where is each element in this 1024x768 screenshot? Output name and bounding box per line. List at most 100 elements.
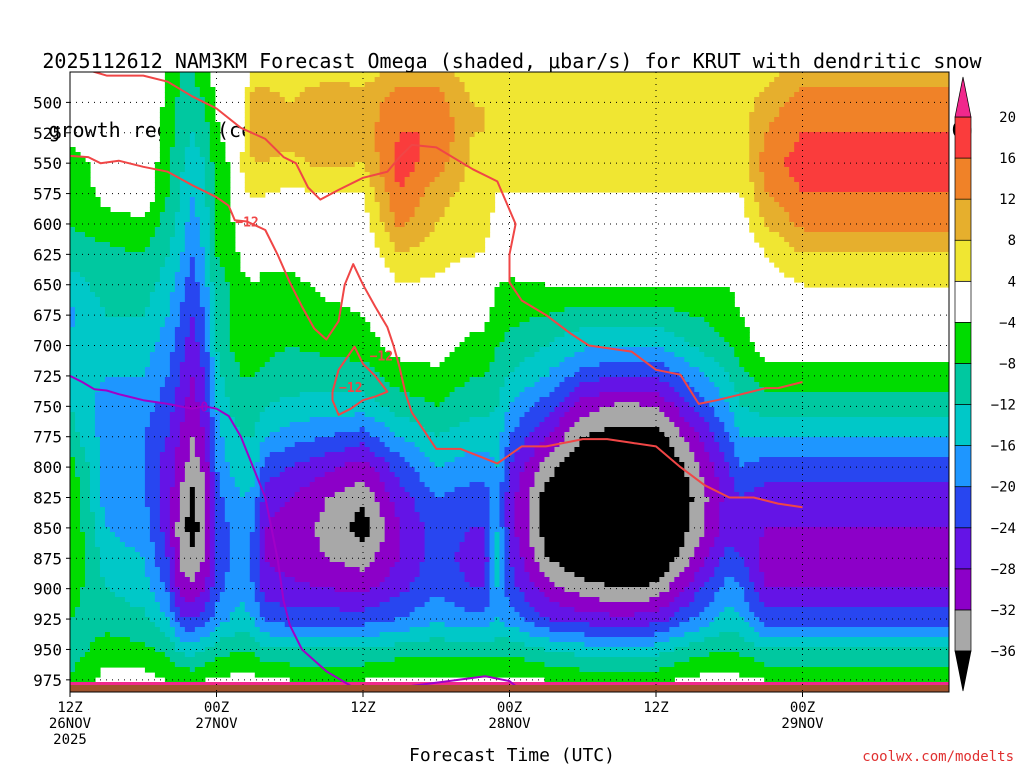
omega-cell [739,632,760,638]
omega-cell [464,577,486,583]
omega-cell [229,332,376,338]
omega-cell [229,557,251,563]
omega-cell [429,597,446,603]
omega-cell [179,622,206,628]
omega-cell [324,507,361,513]
omega-cell [169,252,181,258]
omega-cell [149,587,166,593]
omega-cell [534,622,591,628]
contour-line [70,154,803,509]
omega-cell [179,432,206,438]
omega-cell [419,517,491,523]
omega-cell [279,397,376,403]
omega-cell [799,132,949,138]
omega-cell [204,442,211,448]
omega-cell [514,512,531,518]
omega-cell [179,317,191,323]
omega-cell [209,512,216,518]
omega-cell [204,322,211,328]
omega-cell [199,217,211,223]
omega-cell [494,577,501,583]
colorbar-label: −28 [991,562,1016,578]
omega-cell [389,202,421,208]
omega-cell [579,437,670,443]
omega-cell [369,522,386,528]
omega-cell [214,187,231,193]
omega-cell [489,412,506,418]
omega-cell [454,192,496,198]
omega-cell [714,412,735,418]
omega-cell [169,357,186,363]
omega-cell [579,397,665,403]
omega-cell [204,432,211,438]
omega-cell [79,657,171,663]
omega-cell [754,627,949,633]
omega-cell [514,502,531,508]
omega-cell [184,627,196,633]
omega-cell [209,552,216,558]
omega-cell [504,517,516,523]
omega-cell [384,577,416,583]
omega-cell [429,457,456,463]
omega-cell [164,447,176,453]
y-tick-label: 975 [33,671,62,690]
omega-cell [214,527,231,533]
omega-cell [209,392,216,398]
omega-cell [209,357,216,363]
omega-cell [194,197,206,203]
omega-cell [699,462,715,468]
omega-cell [519,472,536,478]
omega-cell [179,567,201,573]
omega-cell [129,602,161,608]
omega-cell [474,132,750,138]
omega-cell [554,467,685,473]
omega-cell [214,387,226,393]
omega-cell [70,322,76,328]
omega-cell [214,337,231,343]
colorbar-swatch [954,609,972,652]
omega-cell [519,422,541,428]
omega-cell [324,472,381,478]
omega-cell [214,512,226,518]
omega-cell [469,162,750,168]
omega-cell [384,182,401,188]
omega-cell [159,572,171,578]
omega-cell [374,142,396,148]
omega-cell [504,572,516,578]
omega-cell [444,357,496,363]
omega-cell [199,467,211,473]
omega-cell [174,402,186,408]
omega-cell [204,317,211,323]
omega-cell [744,557,760,563]
omega-cell [174,117,206,123]
omega-cell [499,507,506,513]
omega-cell [229,402,271,408]
omega-cell [104,377,166,383]
omega-cell [254,512,261,518]
omega-cell [94,537,121,543]
omega-cell [244,142,251,148]
omega-cell [94,412,151,418]
omega-cell [159,507,171,513]
omega-cell [454,117,486,123]
omega-cell [159,112,176,118]
omega-cell [79,522,96,528]
omega-cell [259,527,266,533]
omega-cell [764,142,795,148]
omega-cell [774,197,949,203]
credit-link[interactable]: coolwx.com/modelts [862,749,1014,765]
omega-cell [194,397,206,403]
omega-cell [484,527,491,533]
omega-cell [99,572,146,578]
omega-cell [70,167,91,173]
omega-cell [574,422,675,428]
omega-cell [209,387,216,393]
omega-cell [144,562,156,568]
omega-cell [424,532,466,538]
omega-cell [539,377,566,383]
omega-cell [169,617,176,623]
omega-cell [229,287,316,293]
omega-cell [499,557,506,563]
y-tick-label: 725 [33,367,62,386]
omega-cell [499,447,506,453]
